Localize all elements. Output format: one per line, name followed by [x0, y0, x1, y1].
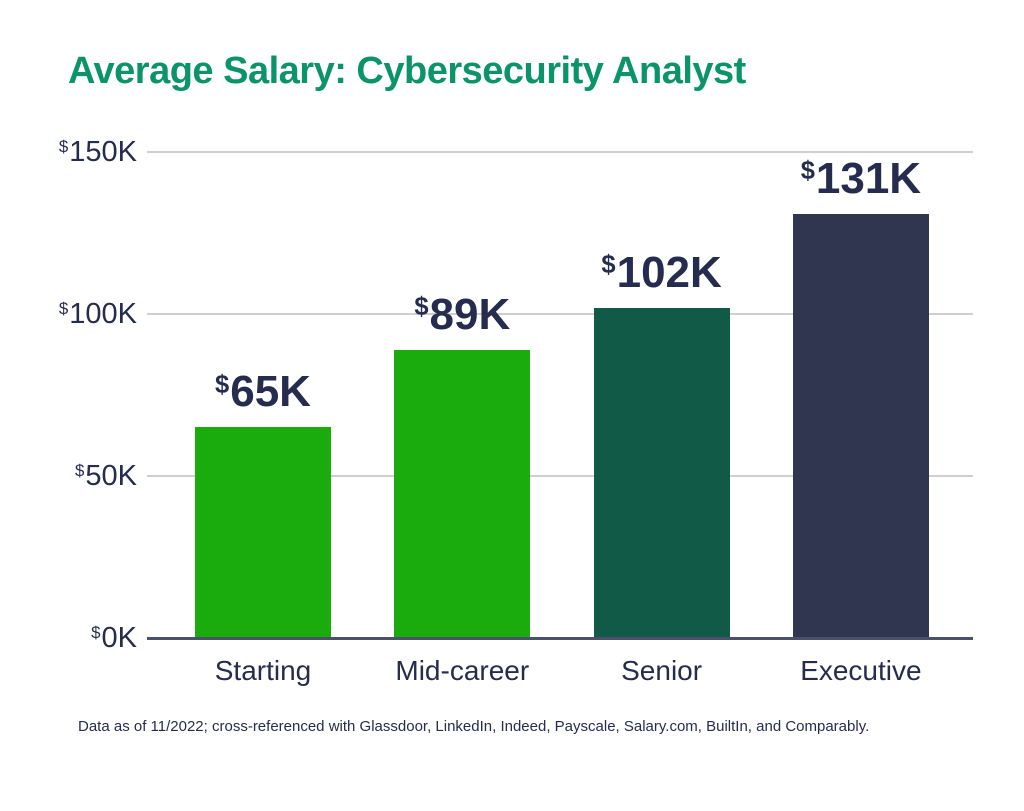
bar-executive [792, 213, 929, 638]
y-axis-tick-text: 100K [69, 298, 137, 330]
source-note: Data as of 11/2022; cross-referenced wit… [78, 718, 870, 735]
gridline [147, 475, 973, 477]
y-axis-tick-label: $100K [0, 297, 137, 335]
chart-title: Average Salary: Cybersecurity Analyst [68, 50, 746, 92]
bar-senior [593, 307, 730, 638]
value-text: 65K [230, 367, 311, 417]
category-label-executive: Executive [800, 655, 922, 686]
value-label-starting: $65K [215, 369, 311, 421]
y-axis-tick-text: 0K [101, 622, 137, 654]
y-axis-tick-label: $150K [0, 135, 137, 173]
category-label-senior: Senior [621, 655, 703, 686]
currency-sign: $ [414, 293, 429, 322]
value-text: 102K [616, 247, 722, 297]
currency-sign: $ [75, 461, 85, 481]
bar-mid-career [394, 349, 531, 638]
y-axis-tick-label: $0K [0, 621, 137, 659]
y-axis-tick-text: 50K [85, 460, 137, 492]
y-axis-tick-label: $50K [0, 459, 137, 497]
currency-sign: $ [91, 623, 101, 643]
currency-sign: $ [800, 157, 815, 186]
bar-starting [195, 427, 331, 638]
currency-sign: $ [215, 371, 230, 400]
value-label-senior: $102K [601, 247, 722, 302]
value-text: 131K [815, 153, 922, 203]
gridline [147, 313, 973, 315]
category-label-mid-career: Mid-career [395, 655, 530, 686]
currency-sign: $ [601, 251, 616, 280]
value-label-mid-career: $89K [414, 289, 511, 344]
x-axis-line [147, 637, 973, 640]
y-axis-tick-text: 150K [69, 136, 137, 168]
category-label-starting: Starting [214, 655, 312, 686]
gridline [147, 151, 973, 153]
value-label-executive: $131K [800, 153, 922, 208]
currency-sign: $ [58, 137, 69, 157]
value-text: 89K [429, 289, 511, 339]
currency-sign: $ [58, 299, 69, 319]
